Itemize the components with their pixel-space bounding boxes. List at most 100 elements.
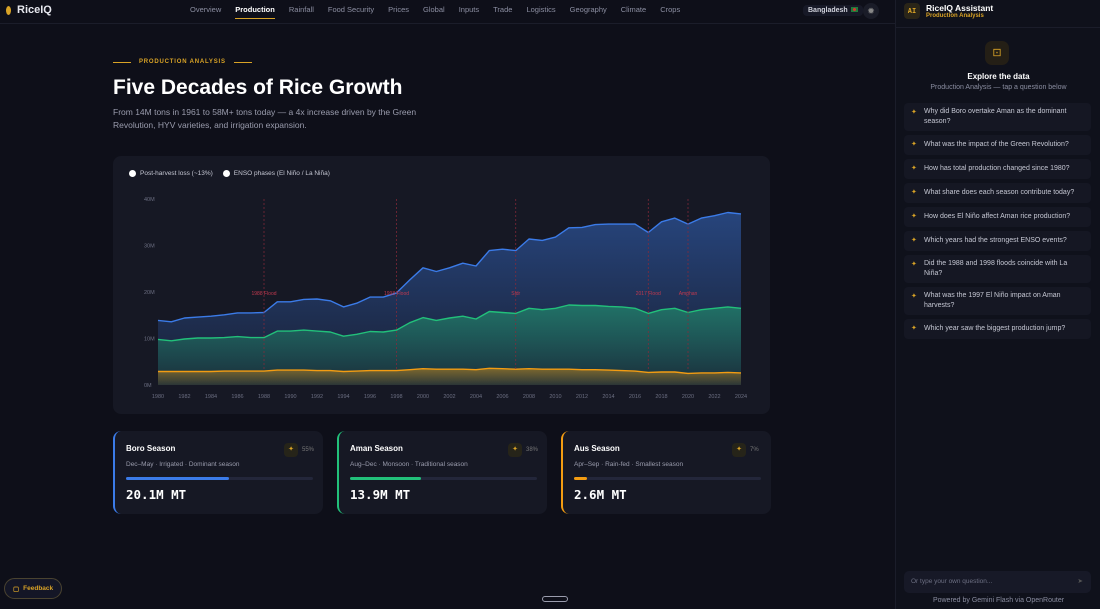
x-tick-label: 2024	[735, 394, 747, 400]
x-tick-label: 2008	[523, 394, 535, 400]
season-share: 38%	[526, 447, 539, 453]
y-tick-label: 30M	[144, 244, 155, 250]
season-title: Aus Season	[574, 444, 620, 453]
share-bar	[126, 477, 313, 480]
event-label: 1988 Flood	[251, 291, 276, 297]
tab-rainfall[interactable]: Rainfall	[288, 5, 314, 14]
tab-inputs[interactable]: Inputs	[458, 5, 480, 14]
y-tick-label: 20M	[144, 290, 155, 296]
question-item[interactable]: ✦ Which year saw the biggest production j…	[904, 319, 1091, 339]
question-item[interactable]: ✦ What share does each season contribute …	[904, 183, 1091, 203]
event-label: Amphan	[679, 291, 698, 297]
sparkle-icon: ✦	[911, 261, 917, 268]
powered-by: Powered by Gemini Flash via OpenRouter	[932, 597, 1065, 604]
feedback-label: Feedback	[23, 585, 54, 592]
x-tick-label: 1980	[152, 394, 164, 400]
rice-icon: ✦	[732, 443, 746, 457]
suggested-questions: ✦ Why did Boro overtake Aman as the domin…	[904, 103, 1091, 343]
season-value: 13.9M MT	[350, 487, 411, 502]
legend-label: ENSO phases (El Niño / La Niña)	[233, 170, 330, 177]
gear-icon[interactable]: ✹	[863, 3, 879, 19]
sparkle-icon: ✦	[911, 325, 917, 332]
tab-global[interactable]: Global	[423, 5, 445, 14]
season-title: Aman Season	[350, 444, 403, 453]
season-subtitle: Aug–Dec · Monsoon · Traditional season	[350, 461, 468, 468]
legend-label: Post-harvest loss (~13%)	[140, 170, 213, 177]
rice-grain-icon	[6, 5, 11, 15]
x-tick-label: 1990	[284, 394, 296, 400]
season-subtitle: Dec–May · Irrigated · Dominant season	[126, 461, 240, 468]
x-tick-label: 2000	[417, 394, 429, 400]
legend-post-harvest-toggle[interactable]: Post-harvest loss (~13%)	[129, 170, 213, 177]
tab-crops[interactable]: Crops	[660, 5, 681, 14]
robot-icon: ⊡	[985, 41, 1009, 65]
share-bar	[350, 477, 537, 480]
event-label: Sidr	[511, 291, 520, 297]
x-tick-label: 2006	[496, 394, 508, 400]
question-text: Which year saw the biggest production ju…	[924, 325, 1066, 332]
tab-prices[interactable]: Prices	[388, 5, 409, 14]
season-title: Boro Season	[126, 444, 176, 453]
question-text: What was the 1997 El Niño impact on Aman…	[924, 292, 1061, 309]
season-card: Boro Season ✦ 55% Dec–May · Irrigated · …	[113, 431, 323, 514]
x-tick-label: 2014	[602, 394, 614, 400]
x-tick-label: 2022	[708, 394, 720, 400]
toggle-dot-icon	[222, 170, 230, 177]
question-text: What was the impact of the Green Revolut…	[924, 141, 1069, 148]
season-value: 20.1M MT	[126, 487, 187, 502]
send-icon[interactable]: ➤	[1077, 578, 1083, 585]
x-tick-label: 1986	[231, 394, 243, 400]
tab-climate[interactable]: Climate	[620, 5, 647, 14]
x-tick-label: 2002	[443, 394, 455, 400]
sparkle-icon: ✦	[911, 237, 917, 244]
event-label: 2017 Flood	[636, 291, 661, 297]
x-tick-label: 2020	[682, 394, 694, 400]
question-item[interactable]: ✦ Did the 1988 and 1998 floods coincide w…	[904, 255, 1091, 283]
season-subtitle: Apr–Sep · Rain-fed · Smallest season	[574, 461, 684, 468]
input-placeholder: Or type your own question...	[911, 578, 993, 585]
country-label: Bangladesh	[808, 7, 848, 14]
bangladesh-flag-icon	[850, 7, 858, 12]
question-input[interactable]: Or type your own question... ➤	[904, 571, 1091, 593]
eyebrow-text: PRODUCTION ANALYSIS	[139, 59, 226, 65]
feedback-button[interactable]: ▢ Feedback	[4, 578, 63, 599]
tab-trade[interactable]: Trade	[493, 5, 513, 14]
line-series-2	[157, 211, 742, 323]
tab-logistics[interactable]: Logistics	[526, 5, 556, 14]
tab-geography[interactable]: Geography	[569, 5, 607, 14]
legend-enso-toggle[interactable]: ENSO phases (El Niño / La Niña)	[222, 170, 330, 177]
question-item[interactable]: ✦ How has total production changed since …	[904, 159, 1091, 179]
share-bar	[574, 477, 761, 480]
x-tick-label: 2018	[655, 394, 667, 400]
assistant-title: RiceIQ Assistant	[926, 3, 994, 13]
question-item[interactable]: ✦ What was the 1997 El Niño impact on Ama…	[904, 287, 1091, 315]
eyebrow: PRODUCTION ANALYSIS	[113, 59, 252, 65]
question-item[interactable]: ✦ Which years had the strongest ENSO even…	[904, 231, 1091, 251]
x-tick-label: 1994	[337, 394, 349, 400]
toggle-dot-icon	[129, 170, 136, 177]
scroll-handle[interactable]	[542, 596, 568, 602]
tab-overview[interactable]: Overview	[190, 5, 222, 14]
country-selector[interactable]: Bangladesh	[803, 5, 863, 16]
question-text: Which years had the strongest ENSO event…	[924, 237, 1067, 244]
sparkle-icon: ✦	[911, 189, 917, 196]
question-item[interactable]: ✦ What was the impact of the Green Revolu…	[904, 135, 1091, 155]
question-item[interactable]: ✦ Why did Boro overtake Aman as the domin…	[904, 103, 1091, 131]
tab-production[interactable]: Production	[235, 5, 275, 19]
question-item[interactable]: ✦ How does El Niño affect Aman rice produ…	[904, 207, 1091, 227]
question-text: How does El Niño affect Aman rice produc…	[924, 213, 1071, 220]
x-tick-label: 1998	[390, 394, 402, 400]
tab-food-security[interactable]: Food Security	[327, 5, 375, 14]
sparkle-icon: ✦	[911, 109, 917, 116]
season-card: Aus Season ✦ 7% Apr–Sep · Rain-fed · Sma…	[561, 431, 771, 514]
x-tick-label: 1982	[178, 394, 190, 400]
logo[interactable]: RiceIQ	[6, 4, 52, 16]
page-lead: From 14M tons in 1961 to 58M+ tons today…	[113, 107, 417, 130]
season-value: 2.6M MT	[574, 487, 627, 502]
x-tick-label: 2016	[629, 394, 641, 400]
area-series-1	[158, 305, 741, 385]
assistant-header: AI RiceIQ Assistant Production Analysis	[896, 0, 1100, 28]
question-text: Why did Boro overtake Aman as the domina…	[924, 108, 1067, 125]
line-series-1	[157, 304, 742, 342]
sparkle-icon: ✦	[911, 141, 917, 148]
